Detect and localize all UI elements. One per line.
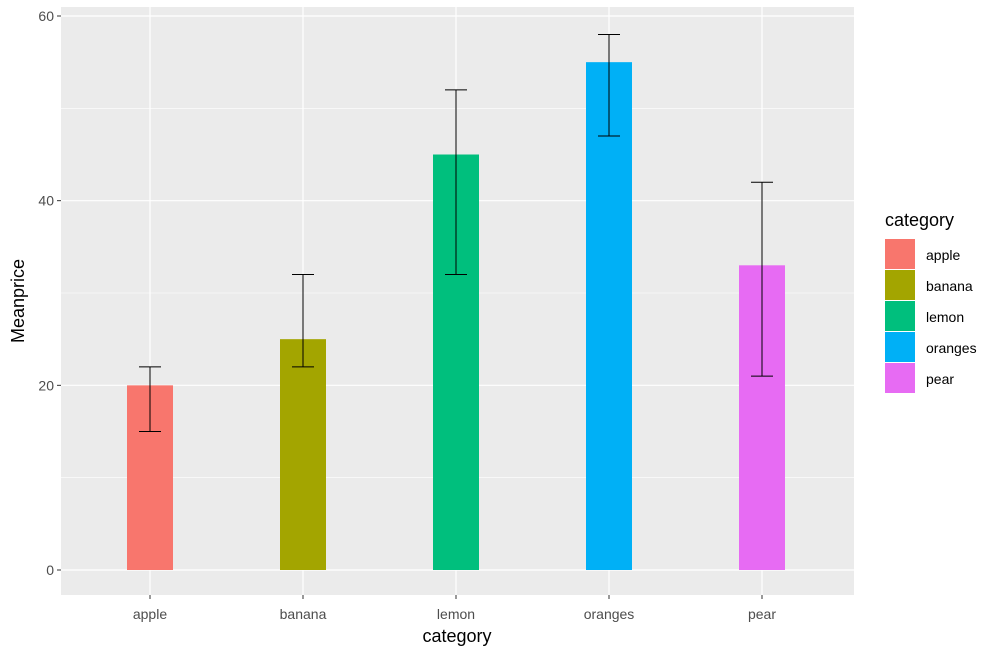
x-axis: apple banana lemon oranges pear — [133, 595, 776, 622]
y-tick-label: 60 — [38, 8, 54, 24]
y-axis-title: Meanprice — [8, 259, 28, 343]
legend-swatch — [885, 332, 915, 362]
error-bar-oranges — [598, 33, 620, 137]
x-tick-label: banana — [280, 606, 327, 622]
error-bars — [139, 33, 773, 432]
legend-label: lemon — [926, 309, 964, 325]
legend-label: pear — [926, 371, 954, 387]
x-tick-label: apple — [133, 606, 167, 622]
x-axis-title: category — [422, 626, 491, 646]
legend-item-oranges: oranges — [885, 332, 977, 362]
legend: category apple banana lemon oranges pear — [885, 210, 977, 393]
bar-banana — [280, 339, 326, 570]
y-tick-label: 20 — [38, 377, 54, 393]
x-tick-label: lemon — [437, 606, 475, 622]
bar-oranges — [586, 62, 632, 571]
legend-swatch — [885, 363, 915, 393]
legend-swatch — [885, 301, 915, 331]
legend-label: banana — [926, 278, 973, 294]
legend-label: apple — [926, 247, 960, 263]
legend-title: category — [885, 210, 954, 230]
legend-item-banana: banana — [885, 270, 973, 300]
error-bar-banana — [292, 274, 314, 368]
legend-label: oranges — [926, 340, 977, 356]
legend-swatch — [885, 239, 915, 269]
error-bar-pear — [751, 181, 773, 377]
legend-item-pear: pear — [885, 363, 954, 393]
legend-swatch — [885, 270, 915, 300]
y-tick-label: 0 — [46, 562, 54, 578]
legend-item-lemon: lemon — [885, 301, 964, 331]
y-axis: 0 20 40 60 — [38, 8, 61, 578]
bars — [127, 62, 785, 571]
x-tick-label: pear — [748, 606, 776, 622]
y-tick-label: 40 — [38, 193, 54, 209]
x-tick-label: oranges — [584, 606, 635, 622]
error-bar-apple — [139, 366, 161, 432]
error-bar-lemon — [445, 89, 467, 276]
legend-item-apple: apple — [885, 239, 960, 269]
